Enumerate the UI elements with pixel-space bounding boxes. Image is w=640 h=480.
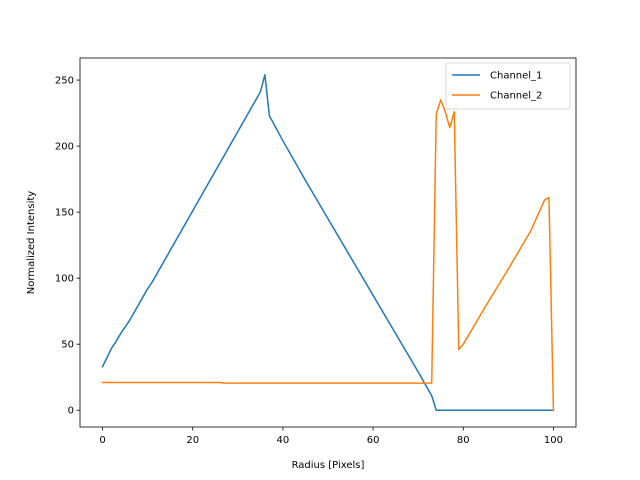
y-tick-label: 50	[61, 340, 74, 351]
y-axis-label: Normalized Intensity	[26, 191, 37, 294]
x-tick-label: 60	[367, 435, 380, 446]
x-tick-label: 80	[457, 435, 470, 446]
y-tick-label: 0	[68, 406, 74, 417]
axes-frame	[79, 57, 577, 428]
y-tick-label: 100	[55, 274, 74, 285]
y-tick-label: 150	[55, 208, 74, 219]
series-line-channel-2	[101, 99, 555, 411]
x-tick-label: 100	[544, 435, 563, 446]
legend-label: Channel_1	[490, 71, 542, 82]
series-line-channel-1	[101, 74, 555, 411]
series-layer	[101, 74, 555, 411]
y-tick-label: 200	[55, 142, 74, 153]
y-axis-ticks: 0 50 100 150 200 250	[55, 76, 80, 417]
y-tick-label: 250	[55, 76, 74, 87]
plot-area	[79, 57, 577, 428]
x-axis-ticks: 0 20 40 60 80 100	[99, 427, 563, 446]
x-axis-label: Radius [Pixels]	[292, 460, 365, 471]
x-tick-label: 0	[99, 435, 105, 446]
legend: Channel_1 Channel_2	[445, 62, 571, 110]
x-tick-label: 40	[277, 435, 290, 446]
legend-label: Channel_2	[490, 91, 542, 102]
x-tick-label: 20	[186, 435, 199, 446]
